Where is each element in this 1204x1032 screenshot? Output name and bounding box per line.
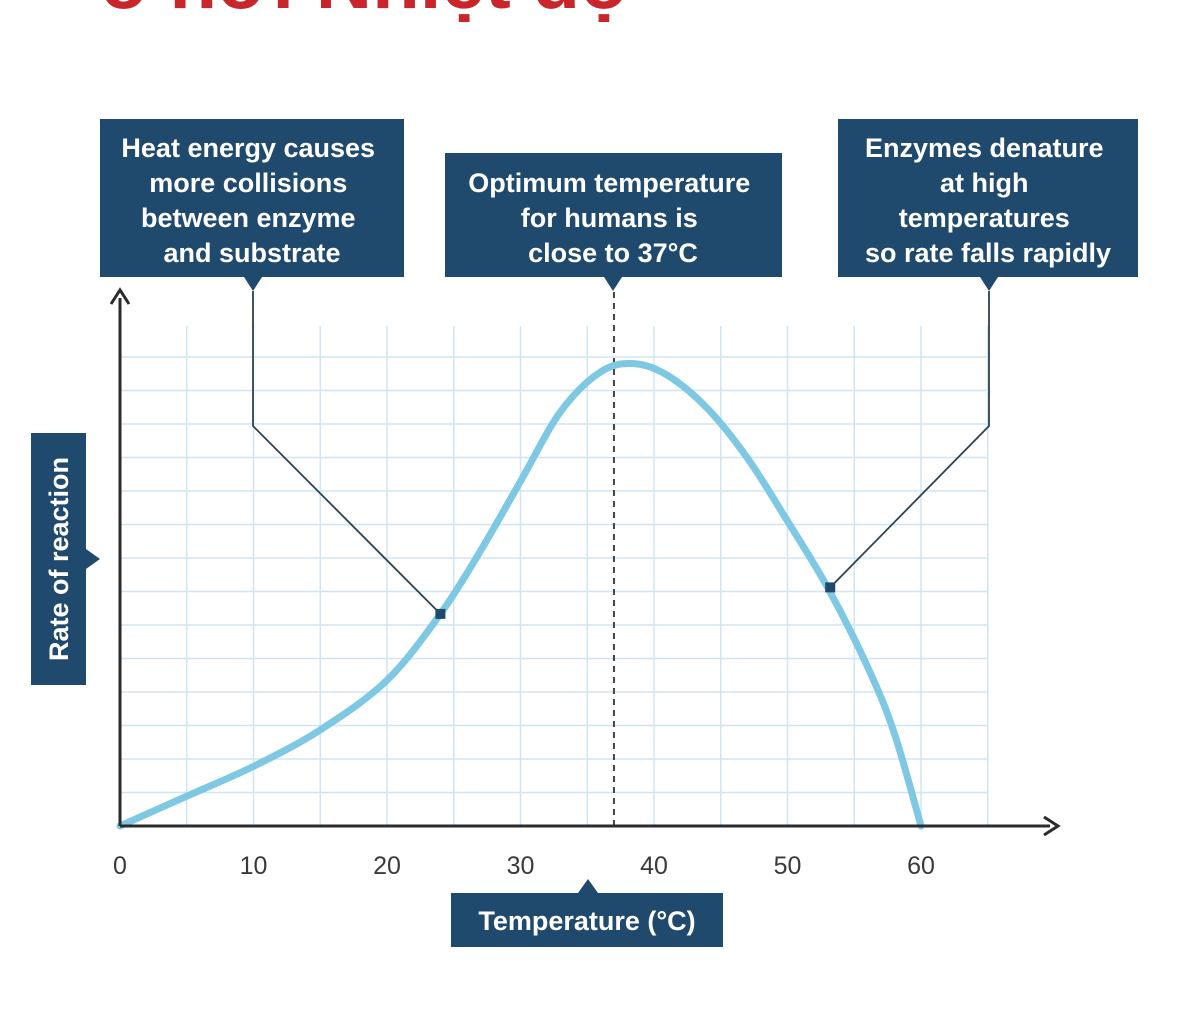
svg-text:Optimum temperature for: Optimum temperature for humans is close … — [468, 168, 758, 268]
annotation-heat-line-2: more collisions — [149, 168, 347, 198]
x-tick-labels: 0 10 20 30 40 50 60 — [113, 852, 935, 880]
annotation-denature: Enzymes denature at high temperatures so… — [838, 119, 1138, 291]
y-axis-label-text: Rate of reaction — [44, 457, 74, 661]
annotation-denature-line-2: at high — [940, 168, 1029, 198]
annotation-optimum-box — [445, 153, 782, 277]
svg-text:Enzymes denature at high: Enzymes denature at high temperatures so… — [865, 133, 1111, 268]
chart-axes — [109, 287, 1061, 837]
x-tick-label: 60 — [907, 852, 935, 880]
y-axis-label: Rate of reaction — [31, 433, 100, 685]
annotation-leader-lines — [252, 291, 990, 615]
y-axis-label-box — [31, 433, 86, 685]
annotation-denature-pointer — [980, 277, 998, 291]
annotation-optimum-line-1: Optimum temperature — [468, 168, 750, 198]
annotation-heat: Heat energy causes more collisions betwe… — [100, 119, 404, 291]
x-axis-label-pointer — [578, 879, 598, 893]
x-tick-label: 40 — [640, 852, 668, 880]
annotation-markers — [435, 582, 836, 619]
page-title: ổ hởi Nhiệt độ — [100, 0, 628, 20]
x-axis-label-box — [451, 893, 723, 947]
annotation-denature-line-4: so rate falls rapidly — [865, 238, 1111, 268]
annotation-optimum-line-3: close to 37°C — [528, 238, 698, 268]
denature-marker — [825, 582, 836, 593]
x-tick-label: 30 — [507, 852, 535, 880]
heat-leader-line — [252, 291, 442, 615]
annotation-heat-box — [100, 119, 404, 277]
annotation-heat-line-1: Heat energy causes — [121, 133, 375, 163]
annotation-denature-box — [838, 119, 1138, 277]
rate-curve — [116, 360, 925, 830]
x-axis-label: Temperature (°C) — [451, 879, 723, 947]
annotation-denature-line-1: Enzymes denature — [865, 133, 1104, 163]
x-tick-label: 50 — [774, 852, 802, 880]
y-axis-arrow — [109, 287, 131, 305]
x-axis-arrow — [1043, 815, 1061, 837]
x-tick-label: 0 — [113, 852, 127, 880]
annotation-heat-pointer — [244, 277, 262, 291]
annotation-heat-line-3: between enzyme — [141, 203, 356, 233]
y-axis-label-pointer — [86, 549, 100, 569]
annotation-optimum-pointer — [604, 277, 622, 291]
denature-leader-line — [829, 291, 990, 589]
x-axis-label-text: Temperature (°C) — [478, 906, 695, 936]
x-tick-label: 10 — [240, 852, 268, 880]
svg-text:Heat energy causes more: Heat energy causes more collisions betwe… — [121, 133, 382, 268]
chart-grid — [119, 326, 989, 827]
annotation-optimum-line-2: for humans is — [521, 203, 698, 233]
heat-marker — [435, 608, 446, 619]
annotation-heat-line-4: and substrate — [163, 238, 340, 268]
x-tick-label: 20 — [373, 852, 401, 880]
annotation-denature-line-3: temperatures — [899, 203, 1070, 233]
annotation-optimum: Optimum temperature for humans is close … — [445, 153, 782, 291]
